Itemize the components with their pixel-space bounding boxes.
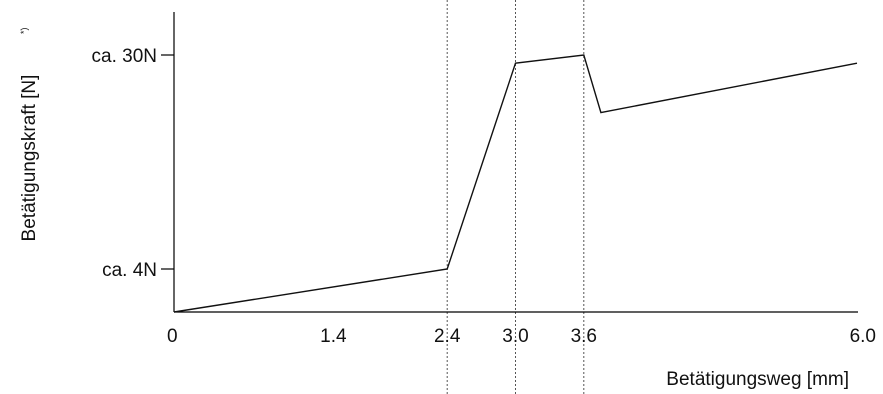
x-tick-label-4: 3.6	[571, 326, 597, 347]
x-ticks: 0 1.4 2.4 3.0 3.6 6.0	[167, 326, 876, 347]
y-ticks: ca. 4N ca. 30N	[92, 46, 174, 281]
x-axis-label: Betätigungsweg [mm]	[666, 369, 849, 390]
guide-lines	[446, 0, 585, 394]
x-tick-label-3: 3.0	[502, 326, 528, 347]
x-tick-label-5: 6.0	[850, 326, 876, 347]
series-line	[173, 54, 858, 313]
y-axis-label: Betätigungskraft [N]	[19, 75, 40, 242]
x-tick-label-1: 1.4	[320, 326, 347, 347]
y-axis-label-footnote: *)	[19, 27, 29, 34]
y-tick-label-0: ca. 4N	[102, 260, 157, 281]
y-axis-label-group: Betätigungskraft [N] *)	[19, 27, 40, 241]
y-tick-label-1: ca. 30N	[92, 46, 157, 67]
x-tick-label-0: 0	[167, 326, 178, 347]
x-tick-label-2: 2.4	[434, 326, 461, 347]
